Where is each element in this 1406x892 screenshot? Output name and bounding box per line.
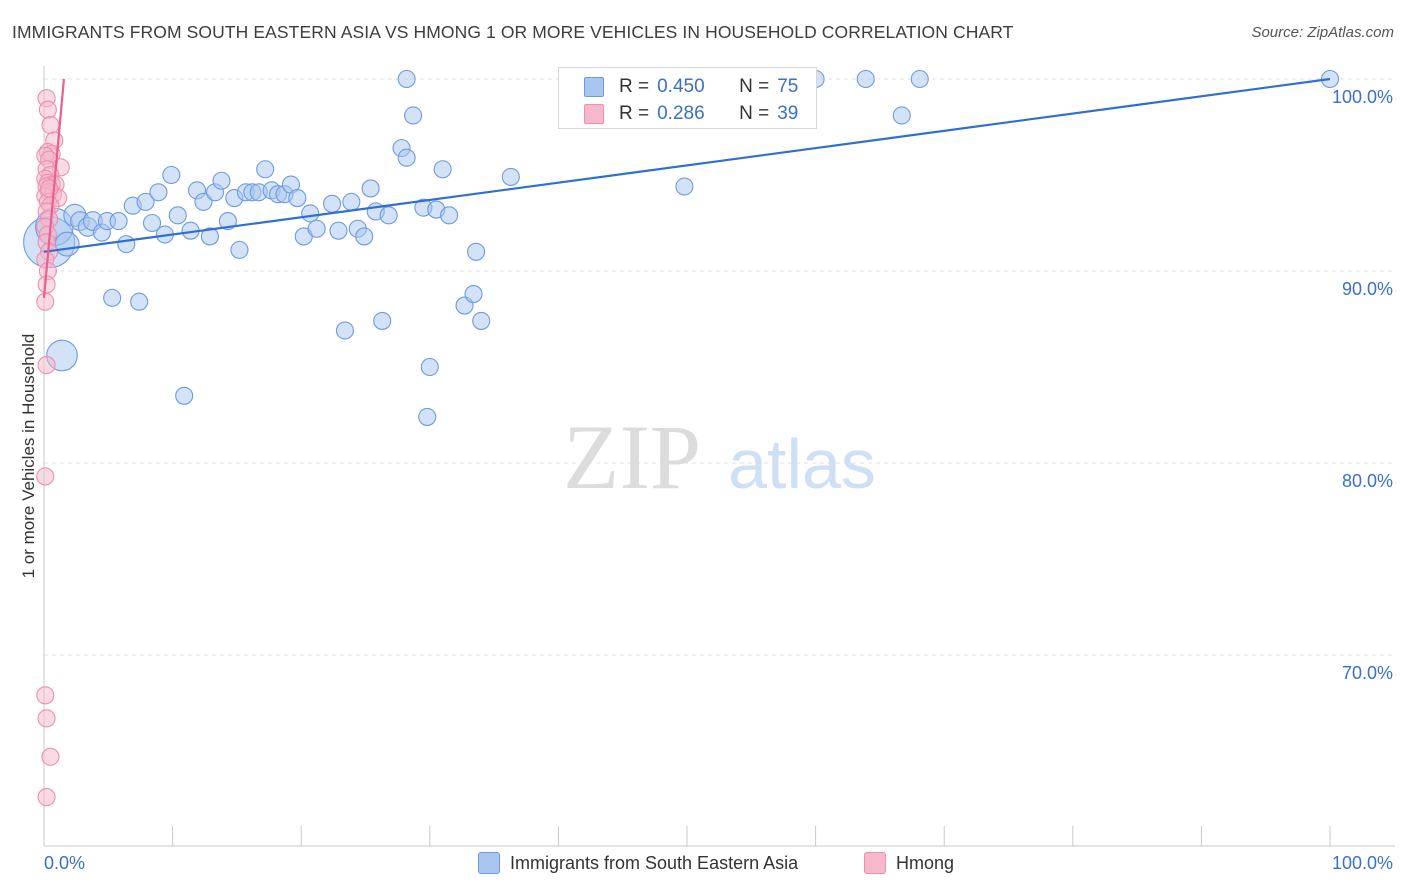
legend-r-label: R = bbox=[619, 76, 650, 97]
data-point-blue bbox=[373, 311, 392, 330]
data-point-blue bbox=[218, 212, 237, 231]
data-point-blue bbox=[168, 206, 187, 225]
data-point-blue bbox=[256, 160, 275, 179]
data-point-blue bbox=[136, 192, 155, 211]
series-pink-points bbox=[36, 89, 70, 807]
watermark-atlas: atlas bbox=[728, 425, 876, 503]
y-tick-label: 70.0% bbox=[1342, 663, 1393, 683]
legend-r-label: R = bbox=[619, 103, 650, 124]
data-point-blue bbox=[288, 188, 307, 208]
source-label: Source: ZipAtlas.com bbox=[1251, 24, 1394, 41]
data-point-blue bbox=[856, 69, 875, 89]
data-point-blue bbox=[467, 242, 486, 261]
data-point-blue bbox=[464, 284, 483, 304]
watermark-zip: ZIP bbox=[563, 406, 701, 508]
axes bbox=[43, 66, 1395, 847]
stats-legend: R = 0.450 N = 75 R = 0.286 N = 39 bbox=[558, 67, 817, 129]
legend-n-value: 39 bbox=[777, 103, 799, 124]
data-point-blue bbox=[420, 357, 439, 377]
data-point-blue bbox=[162, 165, 181, 185]
data-point-blue bbox=[397, 69, 416, 89]
data-point-pink bbox=[36, 467, 55, 486]
data-point-pink bbox=[36, 686, 55, 705]
data-point-blue bbox=[103, 288, 122, 307]
data-point-blue bbox=[418, 407, 437, 426]
data-point-blue bbox=[212, 171, 231, 190]
series-legend-label-blue: Immigrants from South Eastern Asia bbox=[510, 852, 799, 873]
legend-n-value: 75 bbox=[777, 76, 799, 97]
legend-n-label: N = bbox=[739, 103, 770, 124]
data-point-blue bbox=[117, 235, 136, 254]
data-point-blue bbox=[142, 213, 162, 233]
data-point-pink bbox=[38, 100, 57, 119]
grid-lines bbox=[44, 78, 1395, 656]
legend-row-pink: R = 0.286 N = 39 bbox=[584, 102, 799, 126]
data-point-blue bbox=[404, 106, 423, 125]
x-tick-label: 0.0% bbox=[44, 853, 85, 873]
legend-r-value: 0.450 bbox=[657, 76, 705, 97]
legend-row-blue: R = 0.450 N = 75 bbox=[584, 75, 799, 99]
data-point-blue bbox=[149, 183, 168, 202]
data-point-blue bbox=[361, 179, 380, 198]
data-point-blue bbox=[329, 221, 348, 240]
data-point-blue bbox=[397, 148, 416, 167]
series-legend: Immigrants from South Eastern Asia Hmong bbox=[0, 852, 1406, 878]
trend-lines bbox=[42, 77, 1331, 298]
watermark: ZIP atlas bbox=[563, 406, 876, 508]
series-legend-item-blue[interactable]: Immigrants from South Eastern Asia bbox=[478, 852, 798, 874]
data-point-pink bbox=[37, 709, 56, 728]
data-point-blue bbox=[342, 192, 361, 211]
data-point-blue bbox=[194, 192, 213, 211]
tick-labels: 100.0% 90.0% 80.0% 70.0% 0.0% 100.0% bbox=[44, 87, 1393, 873]
series-legend-item-pink[interactable]: Hmong bbox=[864, 852, 954, 874]
trend-line-blue bbox=[43, 77, 1331, 253]
data-point-blue bbox=[301, 204, 320, 223]
y-tick-label: 90.0% bbox=[1342, 279, 1393, 299]
legend-swatch-pink bbox=[584, 104, 604, 124]
series-blue-points bbox=[23, 69, 1340, 426]
legend-n-label: N = bbox=[739, 76, 770, 97]
data-point-blue bbox=[230, 240, 249, 259]
data-point-blue bbox=[323, 194, 342, 213]
data-point-blue bbox=[175, 386, 194, 405]
series-legend-label-pink: Hmong bbox=[896, 852, 955, 873]
data-point-blue bbox=[501, 167, 520, 186]
data-point-blue bbox=[472, 311, 491, 330]
data-point-blue bbox=[433, 160, 452, 179]
data-point-pink bbox=[37, 788, 56, 807]
data-point-blue bbox=[892, 106, 911, 125]
data-point-blue bbox=[307, 219, 326, 238]
data-point-blue bbox=[130, 292, 149, 311]
data-point-pink bbox=[41, 116, 60, 135]
data-point-blue bbox=[355, 227, 374, 246]
data-point-pink bbox=[41, 747, 60, 766]
y-tick-label: 100.0% bbox=[1332, 87, 1393, 107]
data-point-blue bbox=[379, 206, 398, 225]
data-point-blue bbox=[675, 177, 694, 196]
chart-title: IMMIGRANTS FROM SOUTH EASTERN ASIA VS HM… bbox=[12, 22, 1014, 42]
x-tick-label: 100.0% bbox=[1332, 853, 1393, 873]
data-point-blue bbox=[200, 227, 219, 246]
data-point-blue bbox=[54, 231, 80, 257]
data-point-pink bbox=[37, 356, 56, 375]
legend-swatch-blue bbox=[584, 77, 604, 97]
data-point-blue bbox=[910, 69, 929, 89]
trend-line-pink bbox=[42, 78, 66, 298]
data-point-blue bbox=[335, 321, 354, 340]
series-swatch-pink bbox=[864, 852, 886, 874]
legend-r-value: 0.286 bbox=[657, 103, 705, 124]
data-point-blue bbox=[440, 206, 459, 225]
y-tick-label: 80.0% bbox=[1342, 471, 1393, 491]
series-swatch-blue bbox=[478, 852, 500, 874]
data-point-blue bbox=[109, 212, 128, 231]
